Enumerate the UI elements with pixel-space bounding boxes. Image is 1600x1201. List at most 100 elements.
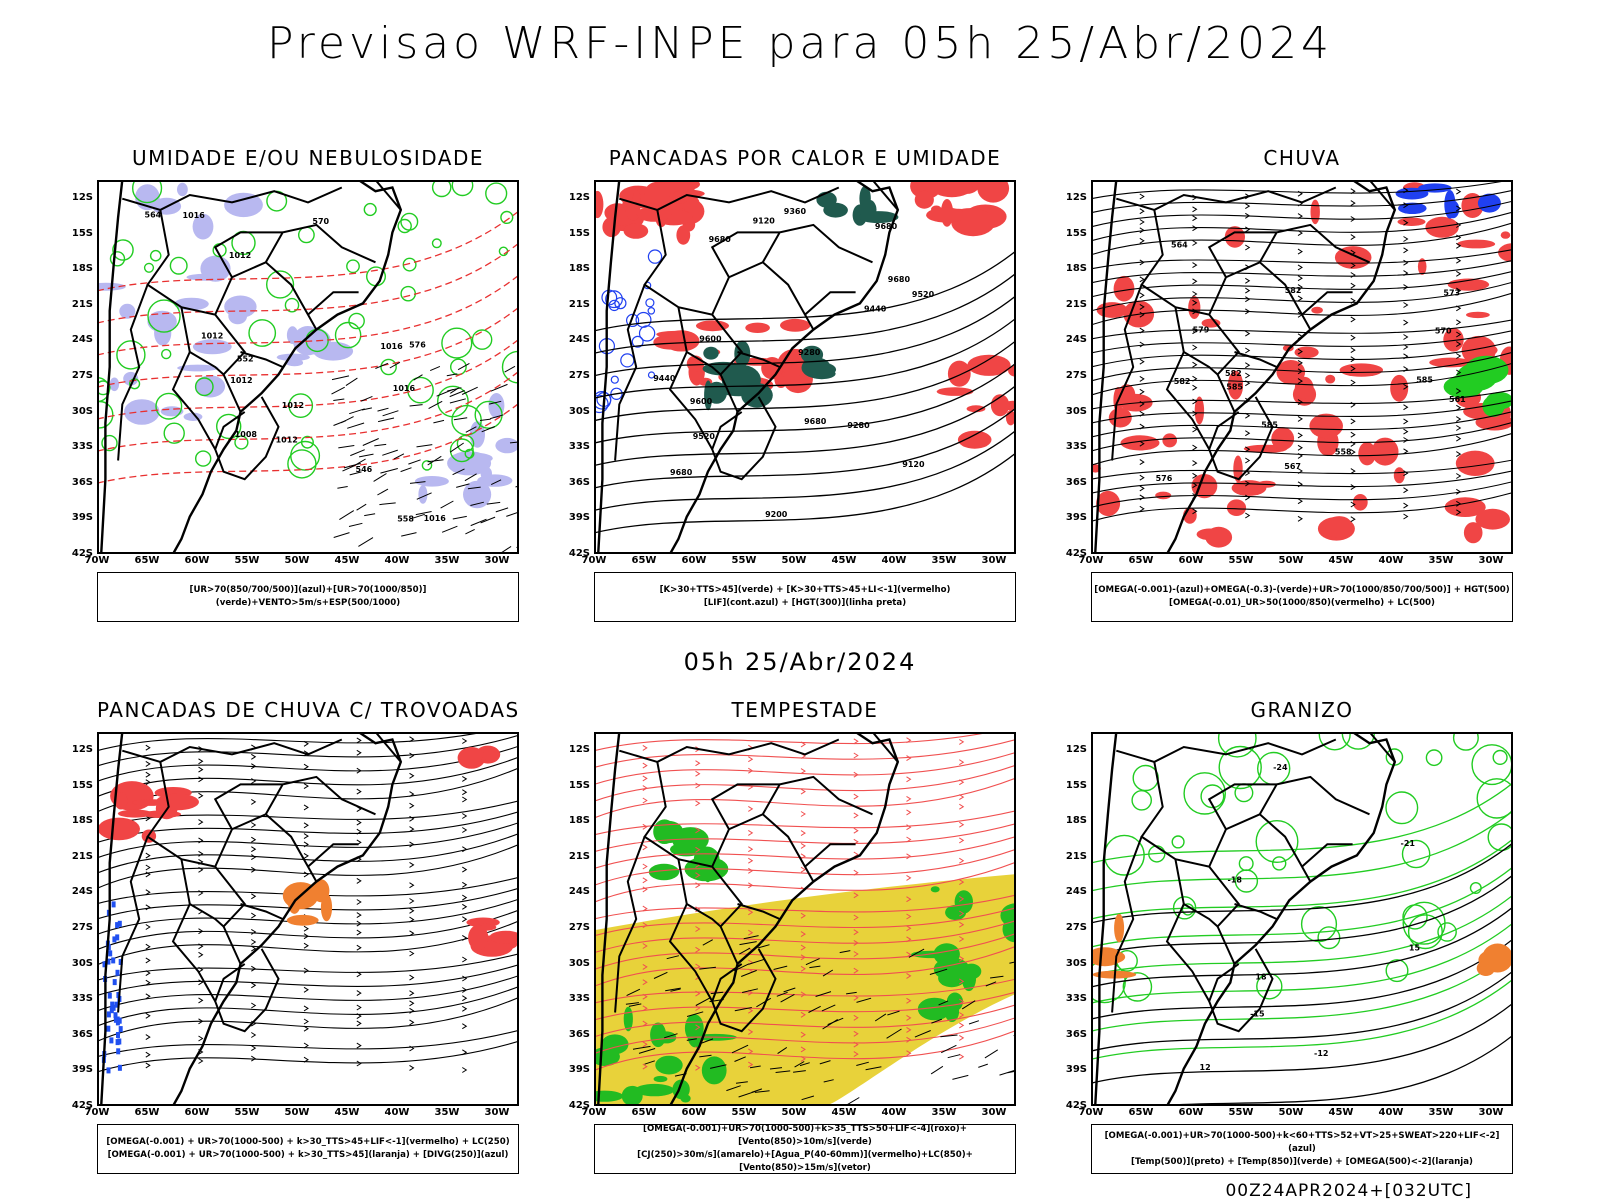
arrow-head xyxy=(1192,444,1198,451)
temp850-contour xyxy=(1318,732,1351,751)
shaded-area xyxy=(1393,467,1405,484)
arrow-head xyxy=(198,1058,204,1064)
temp850-contour xyxy=(1238,856,1254,872)
arrow-head xyxy=(906,997,912,1004)
arrow-head xyxy=(906,809,912,816)
lon-tick-label: 60W xyxy=(1178,1107,1204,1118)
arrow-head xyxy=(1350,431,1356,438)
arrow-head xyxy=(251,822,257,828)
contour-line xyxy=(594,340,1016,422)
lat-tick-label: 18S xyxy=(71,815,93,827)
wind-vector xyxy=(373,473,387,482)
wind-vector xyxy=(931,1018,943,1024)
wind-vector xyxy=(938,1000,949,1006)
temp850-contour xyxy=(1300,906,1338,943)
arrow-head xyxy=(409,950,415,957)
border-line xyxy=(761,223,873,264)
arrow-head xyxy=(853,812,859,819)
arrow-head xyxy=(800,788,806,795)
divergence-mark xyxy=(109,1007,114,1014)
wind-vector xyxy=(827,1017,844,1026)
shaded-area xyxy=(594,1090,624,1102)
arrow-head xyxy=(800,965,806,972)
border-line xyxy=(1301,843,1353,868)
lat-tick-label: 39S xyxy=(71,1064,93,1076)
humidity-contour xyxy=(163,422,185,444)
temp850-contour xyxy=(1425,749,1443,767)
lon-tick-label: 60W xyxy=(184,1107,210,1118)
arrow-head xyxy=(959,895,965,902)
arrow-head xyxy=(356,788,362,795)
arrow-head xyxy=(748,929,754,936)
arrow-head xyxy=(1139,341,1145,348)
arrow-head xyxy=(748,882,754,889)
wind-vector xyxy=(819,1060,831,1065)
divergence-mark xyxy=(116,1032,120,1038)
lat-tick-label: 42S xyxy=(71,548,93,559)
arrow-head xyxy=(303,1005,309,1012)
lat-tick-label: 36S xyxy=(568,1028,590,1040)
wind-vector xyxy=(480,516,496,524)
arrow-head xyxy=(198,966,204,973)
wind-vector xyxy=(331,375,350,381)
wind-vector xyxy=(799,1062,810,1067)
contour-label: 564 xyxy=(145,211,162,220)
shaded-area xyxy=(1457,239,1496,249)
humidity-contour xyxy=(155,392,183,420)
divergence-mark xyxy=(110,1001,115,1008)
shaded-area xyxy=(656,330,695,338)
lat-tick-label: 36S xyxy=(71,476,93,488)
arrow-head xyxy=(1297,248,1303,255)
arrow-head xyxy=(1192,398,1198,405)
lat-tick-label: 15S xyxy=(71,779,93,791)
shaded-area xyxy=(1390,374,1409,402)
contour-line xyxy=(1091,1002,1513,1084)
arrow-head xyxy=(853,771,859,778)
shaded-area xyxy=(1455,450,1495,476)
legend-line: [K>30+TTS>45](verde) + [K>30+TTS>45+LI<-… xyxy=(659,585,951,595)
arrow-head xyxy=(1139,485,1145,492)
shaded-area xyxy=(477,474,513,487)
arrow-head xyxy=(748,767,754,774)
arrow-head xyxy=(1139,474,1145,481)
shaded-area xyxy=(224,192,263,218)
arrow-head xyxy=(748,846,754,853)
legend-line: [OMEGA(-0.001) + UR>70(1000-500) + k>30_… xyxy=(106,1137,510,1147)
arrow-head xyxy=(1403,383,1409,390)
arrow-head xyxy=(145,852,151,859)
arrow-head xyxy=(1139,423,1145,430)
streamline xyxy=(1091,292,1513,326)
arrow-head xyxy=(1403,219,1409,226)
contour-label: 15 xyxy=(1409,943,1421,952)
arrow-head xyxy=(853,1041,859,1048)
arrow-head xyxy=(906,972,912,979)
arrow-head xyxy=(303,925,309,932)
divergence-mark xyxy=(117,1017,122,1024)
divergence-mark xyxy=(106,1011,111,1018)
contour-label: 582 xyxy=(1285,286,1302,295)
lat-tick-label: 18S xyxy=(1065,815,1087,827)
arrow-head xyxy=(409,841,415,848)
arrow-head xyxy=(198,776,204,783)
border-line xyxy=(643,761,744,965)
lon-tick-label: 70W xyxy=(84,1107,110,1118)
arrow-head xyxy=(1245,512,1251,519)
lon-tick-label: 60W xyxy=(681,1107,707,1118)
arrow-head xyxy=(906,925,912,932)
wind-vector xyxy=(377,417,395,423)
border-line xyxy=(1368,180,1396,211)
wind-vector xyxy=(360,395,373,402)
border-line xyxy=(871,180,899,211)
lon-tick-label: 40W xyxy=(1378,555,1404,566)
lat-tick-label: 12S xyxy=(71,744,93,755)
contour-line xyxy=(594,362,1016,444)
lon-tick-label: 65W xyxy=(1128,1107,1154,1118)
arrow-head xyxy=(800,1055,806,1062)
divergence-mark xyxy=(108,950,113,957)
coastline xyxy=(100,732,124,1106)
temp850-contour xyxy=(1217,732,1257,758)
border-line xyxy=(1368,732,1396,763)
shaded-area xyxy=(186,273,225,281)
contour-label: 567 xyxy=(1284,462,1301,471)
arrow-head xyxy=(1139,494,1145,501)
